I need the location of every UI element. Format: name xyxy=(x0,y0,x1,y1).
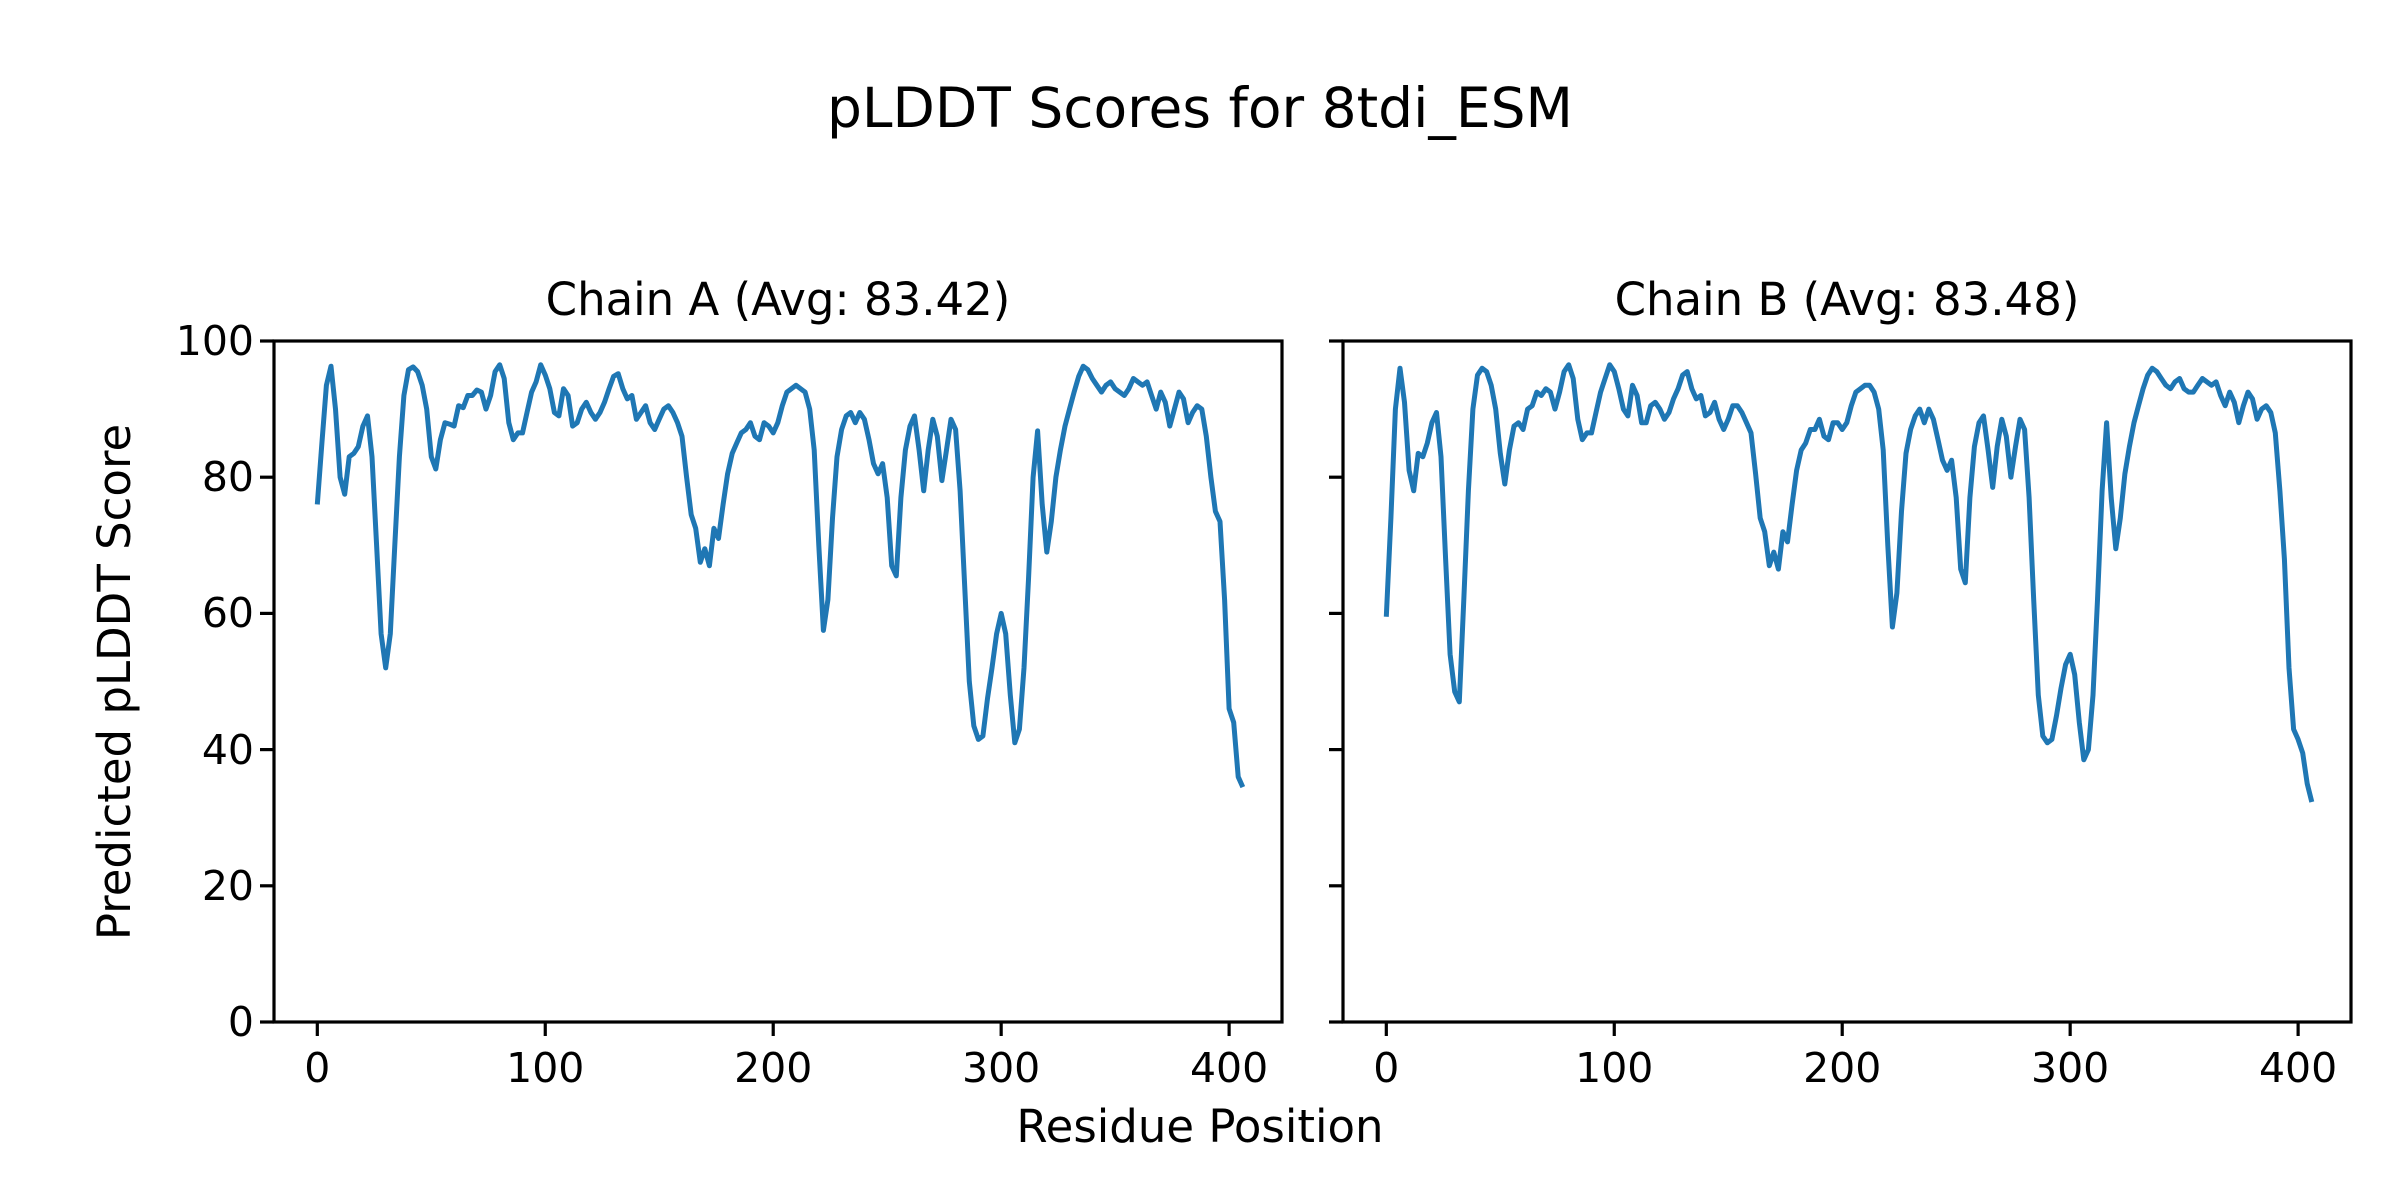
figure-title: pLDDT Scores for 8tdi_ESM xyxy=(827,76,1573,140)
plddt-line-series xyxy=(1383,362,2315,803)
x-tick-label: 100 xyxy=(1575,1044,1654,1092)
y-tick-label: 20 xyxy=(201,861,254,910)
chain-b-line-chart xyxy=(1329,339,2353,1036)
chain-a-line-chart xyxy=(260,339,1284,1036)
x-tick-label: 400 xyxy=(2258,1044,2338,1092)
x-tick-label: 100 xyxy=(506,1044,585,1092)
subplot-chain-a: Chain A (Avg: 83.42) 0 100 200 300 400 0 20 40 6… xyxy=(176,275,1284,1092)
x-tick-label: 400 xyxy=(1189,1044,1269,1092)
x-tick-label: 0 xyxy=(1373,1044,1400,1092)
subplot-chain-b: Chain B (Avg: 83.48) 0 100 200 300 400 xyxy=(1329,275,2353,1092)
y-tick-label: 0 xyxy=(227,998,254,1046)
subplot-b-title: Chain B (Avg: 83.48) xyxy=(1614,273,2080,326)
x-tick-label: 0 xyxy=(304,1044,331,1092)
axes-frame xyxy=(272,339,1284,1024)
axes-frame xyxy=(1341,339,2353,1024)
x-tick-label: 200 xyxy=(1803,1044,1882,1092)
x-tick-label: 300 xyxy=(962,1044,1041,1092)
x-axis-label: Residue Position xyxy=(1016,1100,1384,1153)
y-tick-label: 80 xyxy=(201,453,254,502)
y-tick-label: 100 xyxy=(175,317,254,365)
y-tick-label: 40 xyxy=(201,725,254,774)
x-tick-label: 300 xyxy=(2031,1044,2110,1092)
subplot-a-title: Chain A (Avg: 83.42) xyxy=(545,273,1011,326)
plddt-line-series xyxy=(314,362,1246,789)
x-tick-label: 200 xyxy=(734,1044,813,1092)
y-tick-label: 60 xyxy=(201,589,254,638)
